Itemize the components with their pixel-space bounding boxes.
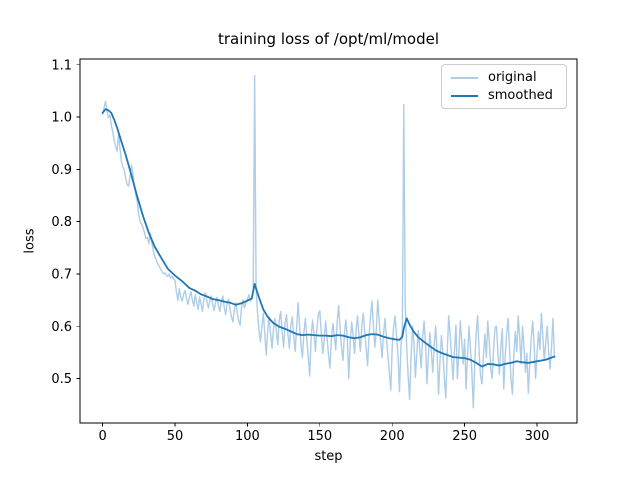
legend-item-original: original (451, 70, 557, 85)
original-series-line (101, 75, 556, 409)
x-tick-label: 100 (235, 429, 260, 444)
y-tick-label: 0.6 (51, 320, 72, 335)
legend-item-smoothed: smoothed (451, 88, 557, 103)
legend: original smoothed (441, 64, 567, 109)
chart-title: training loss of /opt/ml/model (217, 30, 440, 48)
x-axis-label: step (314, 449, 343, 464)
y-tick-label: 0.8 (51, 215, 72, 230)
x-tick-label: 150 (307, 429, 332, 444)
y-tick-label: 0.9 (51, 163, 72, 178)
axes-spines (79, 58, 578, 424)
y-tick-label: 0.7 (51, 267, 72, 282)
x-tick-label: 50 (167, 429, 184, 444)
y-tick-label: 1.0 (51, 111, 72, 126)
legend-swatch-smoothed-line (451, 94, 478, 97)
legend-label-original: original (488, 70, 537, 85)
y-tick-label: 1.1 (51, 58, 72, 73)
smoothed-series-line (101, 108, 556, 368)
x-tick-label: 0 (98, 429, 106, 444)
x-tick-label: 300 (525, 429, 550, 444)
x-tick-label: 200 (380, 429, 405, 444)
x-tick-label: 250 (452, 429, 477, 444)
legend-label-smoothed: smoothed (488, 88, 553, 103)
legend-swatch-original-line (451, 76, 478, 79)
y-axis-label: loss (22, 228, 38, 254)
y-tick-label: 0.5 (51, 372, 72, 387)
